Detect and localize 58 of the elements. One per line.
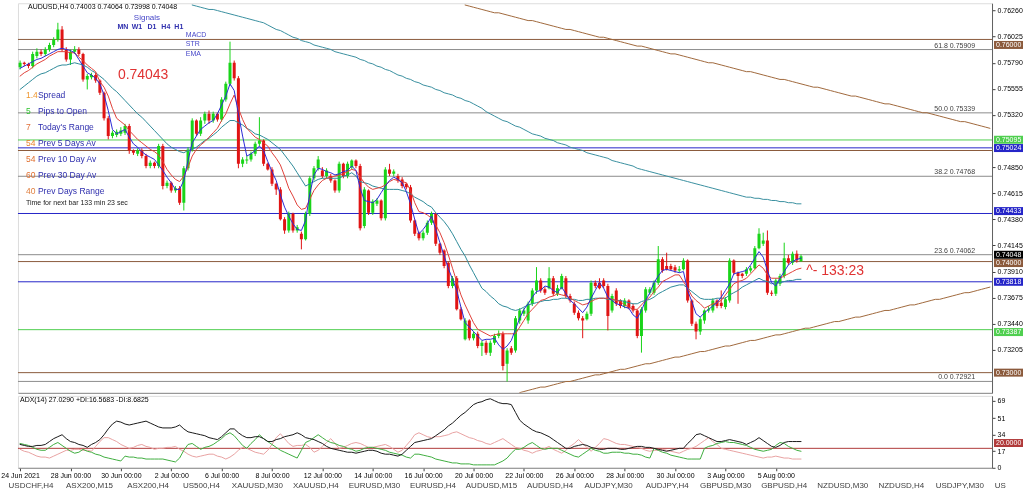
candlestick bbox=[232, 60, 236, 82]
text: US500,H4 bbox=[182, 480, 221, 489]
text: US bbox=[994, 480, 1006, 489]
annotation: 60 bbox=[25, 170, 36, 181]
text: GBPUSD,M30 bbox=[699, 480, 752, 489]
candlestick bbox=[60, 25, 64, 53]
text: ASX200,H4 bbox=[127, 480, 170, 489]
candlestick bbox=[656, 245, 660, 286]
candlestick bbox=[56, 22, 60, 43]
candlestick bbox=[165, 180, 169, 189]
annotation: Spread bbox=[37, 90, 66, 101]
line-series bbox=[519, 286, 991, 393]
line-series bbox=[19, 432, 802, 466]
text: EURUSD,H4 bbox=[409, 480, 457, 489]
candlestick bbox=[178, 185, 182, 206]
candlestick bbox=[673, 264, 677, 274]
candlestick bbox=[106, 115, 110, 140]
annotation: 54 bbox=[25, 154, 36, 165]
text: AUDUSD,H4 bbox=[526, 480, 574, 489]
line-series bbox=[19, 431, 802, 460]
annotation: Prev Days Range bbox=[37, 186, 105, 197]
annotation: ^- 133:23 bbox=[806, 261, 865, 278]
line-series bbox=[464, 4, 991, 129]
annotation: 0.74043 bbox=[117, 66, 169, 83]
annotation: Pips to Open bbox=[37, 106, 88, 117]
annotation: Today's Range bbox=[37, 122, 95, 133]
candlestick bbox=[257, 116, 261, 147]
line-series bbox=[19, 398, 802, 457]
annotation: 54 bbox=[25, 138, 36, 149]
text: ASX200,M15 bbox=[65, 480, 114, 489]
candlestick bbox=[505, 347, 509, 383]
annotation: Prev 10 Day Av bbox=[37, 154, 98, 165]
text: AUDUSD,M15 bbox=[465, 480, 518, 489]
text: EURUSD,M30 bbox=[348, 480, 401, 489]
text: AUDJPY,M30 bbox=[584, 480, 634, 489]
text: GBPUSD,H4 bbox=[761, 480, 808, 489]
text: AUDJPY,H4 bbox=[645, 480, 690, 489]
annotation: Prev 30 Day Av bbox=[37, 170, 98, 181]
text: NZDUSD,M30 bbox=[817, 480, 869, 489]
annotation: 40 bbox=[25, 186, 36, 197]
candlestick bbox=[736, 271, 740, 305]
annotation: 5 bbox=[25, 106, 31, 117]
annotation: 1.4 bbox=[25, 90, 39, 101]
text: XAUUSD,M30 bbox=[231, 480, 284, 489]
annotation: Prev 5 Days Av bbox=[37, 138, 97, 149]
candlestick bbox=[367, 188, 371, 216]
candlestick bbox=[757, 227, 761, 250]
candlestick bbox=[379, 198, 383, 221]
text: NZDUSD,H4 bbox=[878, 480, 925, 489]
text: XAUUSD,H4 bbox=[293, 480, 340, 489]
candlestick bbox=[694, 321, 698, 340]
text: USDCHF,H4 bbox=[8, 480, 54, 489]
annotation: 7 bbox=[25, 122, 31, 133]
candlestick bbox=[480, 339, 484, 357]
candlestick bbox=[535, 266, 538, 295]
annotation: Signals bbox=[133, 13, 161, 23]
candlestick bbox=[543, 286, 547, 296]
text: USDJPY,M30 bbox=[935, 480, 985, 489]
